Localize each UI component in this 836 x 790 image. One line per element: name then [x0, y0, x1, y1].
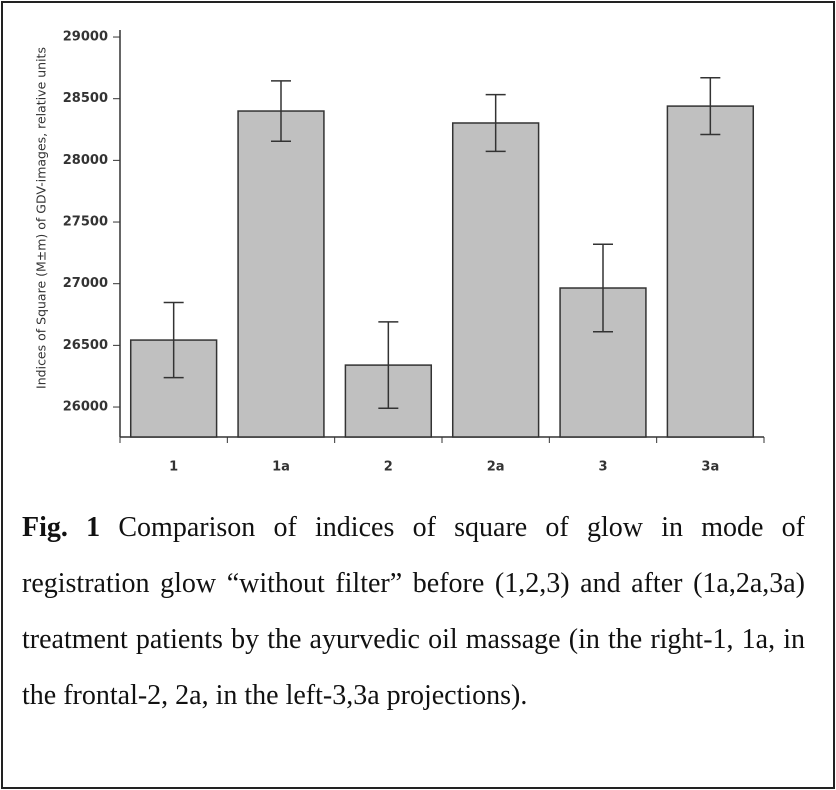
- y-tick-label: 27000: [63, 276, 108, 291]
- chart: Indices of Square (M±m) of GDV-images, r…: [34, 30, 765, 475]
- bar: [237, 110, 325, 438]
- y-tick-label: 26500: [63, 338, 108, 353]
- bar: [451, 122, 540, 438]
- y-tick-label: 26000: [63, 400, 108, 415]
- y-tick-label: 29000: [63, 30, 108, 45]
- x-tick-label: 1: [169, 460, 178, 475]
- x-tick-label: 3a: [701, 460, 719, 475]
- bar: [129, 339, 218, 438]
- x-tick-label: 2a: [487, 460, 505, 475]
- x-tick-label: 1a: [272, 460, 290, 475]
- caption-text: Comparison of indices of square of glow …: [22, 512, 805, 711]
- y-tick-label: 28000: [63, 153, 108, 168]
- caption: Fig. 1 Comparison of indices of square o…: [22, 500, 805, 724]
- x-tick-label: 2: [384, 460, 393, 475]
- bar: [666, 105, 755, 438]
- caption-label: Fig. 1: [22, 512, 101, 543]
- y-axis-label: Indices of Square (M±m) of GDV-images, r…: [34, 47, 49, 389]
- x-tick-label: 3: [598, 460, 607, 475]
- y-tick-label: 28500: [63, 91, 108, 106]
- y-tick-label: 27500: [63, 215, 108, 230]
